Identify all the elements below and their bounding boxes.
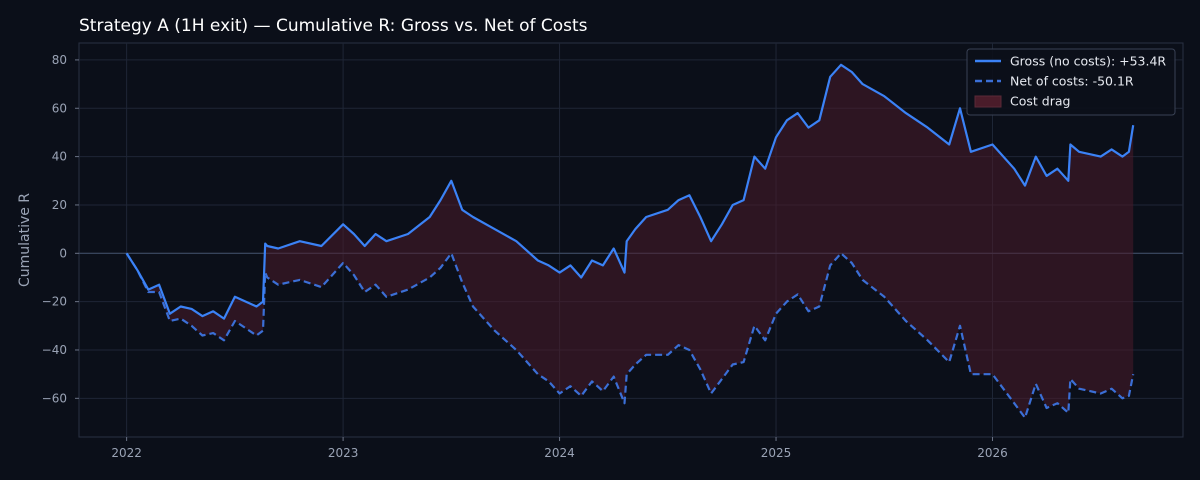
- x-tick-label: 2023: [328, 446, 359, 460]
- y-tick-label: 60: [52, 101, 67, 115]
- series-lines: [125, 63, 1135, 419]
- cost-drag-area: [126, 64, 1134, 418]
- chart-title: Strategy A (1H exit) — Cumulative R: Gro…: [79, 16, 588, 36]
- y-tick-label: 0: [59, 246, 67, 260]
- y-tick-label: −60: [42, 391, 67, 405]
- cost-drag-fill: [126, 64, 1134, 418]
- x-tick-label: 2025: [761, 446, 792, 460]
- y-tick-label: 20: [52, 198, 67, 212]
- x-axis-ticks: 2022 2023 2024 2025 2026: [111, 437, 1008, 460]
- y-tick-label: −40: [42, 343, 67, 357]
- y-tick-label: 80: [52, 53, 67, 67]
- legend-cost-drag-swatch: [974, 95, 1002, 108]
- x-tick-label: 2024: [544, 446, 575, 460]
- y-tick-label: −20: [42, 295, 67, 309]
- legend-cost-drag-label: Cost drag: [1010, 94, 1070, 109]
- y-axis-ticks: −60 −40 −20 0 20 40 60 80: [42, 53, 79, 405]
- legend: Gross (no costs): +53.4R Net of costs: -…: [966, 48, 1176, 116]
- x-tick-label: 2022: [111, 446, 142, 460]
- legend-box: [966, 48, 1176, 116]
- x-tick-label: 2026: [977, 446, 1008, 460]
- legend-net-label: Net of costs: -50.1R: [1010, 74, 1134, 89]
- y-axis-label: Cumulative R: [17, 193, 33, 287]
- legend-gross-label: Gross (no costs): +53.4R: [1010, 54, 1166, 69]
- y-tick-label: 40: [52, 150, 67, 164]
- gross-series-line: [125, 63, 1135, 320]
